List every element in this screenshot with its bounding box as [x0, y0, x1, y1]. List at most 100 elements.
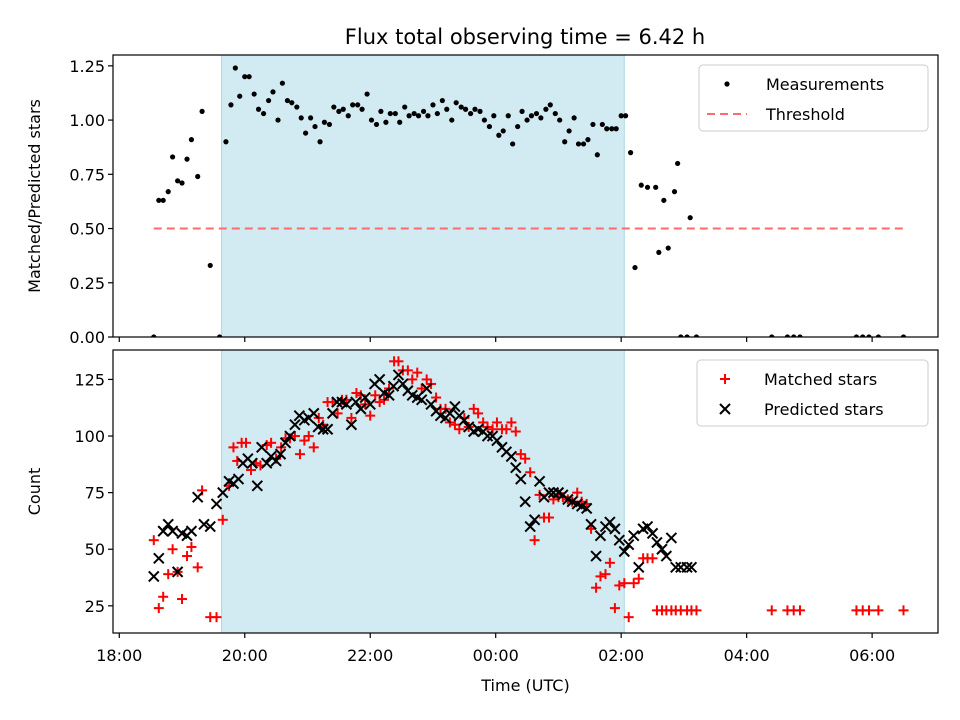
measurement-point — [590, 121, 596, 128]
matched-star-marker — [431, 392, 442, 403]
predicted-star-marker — [660, 550, 673, 562]
predicted-star-marker — [148, 570, 160, 583]
measurement-point — [594, 152, 600, 158]
predicted-star-marker — [609, 523, 621, 535]
measurement-point — [453, 100, 459, 106]
measurement-point — [627, 150, 634, 156]
series-matched-stars — [148, 356, 909, 623]
y-tick-label: 75 — [85, 484, 105, 503]
matched-star-marker — [647, 553, 658, 564]
observing-window-shade — [221, 55, 625, 337]
measurement-point — [156, 197, 162, 203]
matched-star-marker — [228, 442, 239, 453]
predicted-star-marker — [543, 486, 555, 499]
predicted-star-marker — [284, 430, 296, 442]
predicted-star-marker — [670, 561, 682, 574]
measurement-point — [246, 74, 252, 80]
measurement-point — [543, 106, 549, 112]
measurement-point — [415, 113, 422, 119]
y-tick-label: 0.75 — [69, 165, 105, 184]
measurement-point — [661, 197, 667, 203]
series-predicted-stars — [148, 369, 698, 583]
predicted-star-marker — [350, 396, 362, 408]
predicted-star-marker — [191, 491, 204, 503]
measurement-point — [184, 156, 190, 162]
matched-star-marker — [416, 383, 427, 394]
measurement-point — [613, 126, 619, 132]
matched-star-marker — [303, 431, 314, 442]
matched-star-marker — [468, 403, 479, 414]
matched-star-marker — [148, 535, 159, 546]
x-tick-label: 04:00 — [724, 646, 770, 665]
measurement-point — [340, 106, 346, 112]
matched-star-marker — [370, 390, 381, 401]
predicted-star-marker — [232, 473, 245, 485]
matched-star-marker — [491, 417, 502, 428]
measurement-point — [618, 113, 624, 119]
measurement-point — [481, 117, 488, 123]
x-tick-label: 22:00 — [347, 646, 393, 665]
predicted-star-marker — [210, 498, 223, 510]
measurement-point — [472, 106, 478, 112]
x-tick-label: 06:00 — [849, 646, 895, 665]
measurement-point — [331, 104, 337, 110]
predicted-star-marker — [481, 430, 494, 442]
matched-star-marker — [454, 424, 465, 435]
matched-star-marker — [478, 417, 489, 428]
matched-star-marker — [863, 605, 874, 616]
predicted-star-marker — [444, 407, 456, 420]
predicted-star-marker — [604, 516, 616, 528]
measurement-point — [430, 102, 436, 108]
predicted-star-marker — [162, 518, 174, 531]
matched-star-marker — [591, 582, 602, 593]
measurement-point — [671, 189, 678, 195]
measurement-point — [552, 110, 558, 117]
predicted-star-marker — [387, 380, 400, 392]
measurement-point — [312, 123, 318, 130]
measurement-point — [383, 119, 389, 125]
predicted-star-marker — [646, 527, 659, 540]
matched-star-marker — [501, 424, 512, 435]
matched-star-marker — [572, 487, 583, 498]
measurement-point — [373, 121, 380, 128]
legend-label: Predicted stars — [764, 400, 884, 419]
matched-star-marker — [167, 544, 178, 555]
predicted-star-marker — [270, 455, 282, 467]
matched-star-marker — [525, 467, 536, 478]
predicted-star-marker — [585, 518, 597, 531]
predicted-star-marker — [251, 480, 264, 492]
predicted-star-marker — [594, 529, 607, 542]
measurement-point — [265, 97, 272, 104]
measurement-point — [585, 137, 591, 143]
measurement-point — [223, 139, 229, 145]
measurement-point — [317, 139, 323, 145]
matched-star-marker — [332, 408, 343, 419]
measurement-point — [260, 110, 267, 117]
measurement-point — [165, 189, 171, 195]
predicted-star-marker — [510, 462, 522, 474]
measurement-point — [638, 182, 644, 188]
predicted-star-marker — [217, 486, 229, 499]
measurement-point — [599, 121, 605, 128]
measurement-point — [644, 184, 651, 190]
measurement-point — [566, 128, 572, 134]
measurement-point — [359, 106, 365, 112]
measurement-point — [378, 108, 384, 114]
measurement-point — [228, 102, 234, 108]
predicted-star-marker — [279, 437, 292, 449]
predicted-star-marker — [331, 396, 343, 408]
predicted-star-marker — [458, 414, 471, 426]
measurement-point — [434, 110, 440, 117]
matched-star-marker — [211, 612, 222, 623]
measurement-point — [462, 106, 469, 112]
measurement-point — [900, 334, 907, 337]
matched-star-marker — [158, 591, 169, 602]
x-tick-label: 20:00 — [222, 646, 268, 665]
measurement-point — [368, 117, 375, 123]
measurement-point — [406, 113, 412, 119]
measurement-point — [336, 108, 342, 114]
predicted-star-marker — [656, 543, 668, 555]
predicted-star-marker — [166, 525, 179, 537]
measurement-point — [500, 128, 506, 134]
legend-label: Matched stars — [764, 370, 877, 389]
